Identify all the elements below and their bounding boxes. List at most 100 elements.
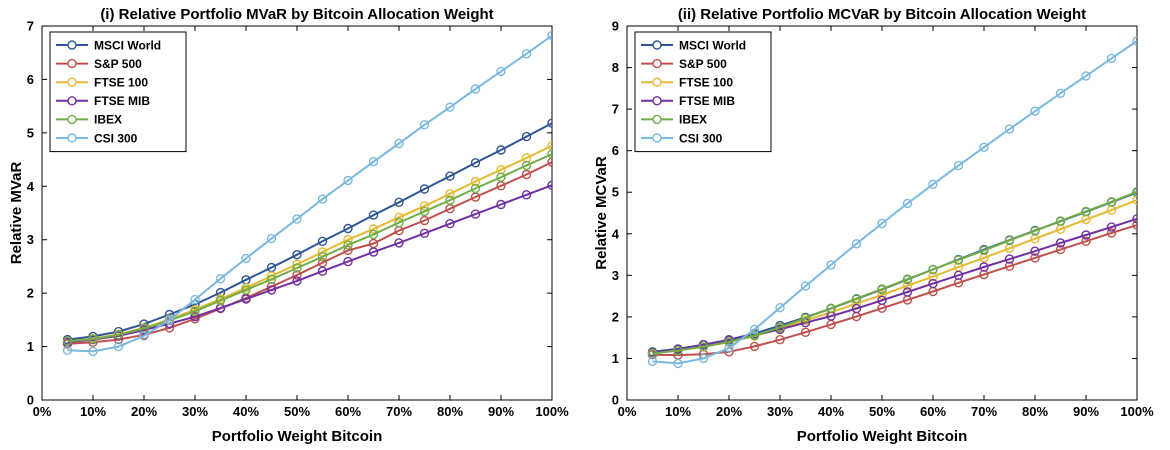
data-point-csi-300 [139, 331, 149, 341]
legend-label-ibex: IBEX [679, 113, 707, 127]
data-point-csi-300 [521, 49, 532, 59]
data-point-csi-300 [266, 233, 277, 244]
x-tick-label: 30% [767, 404, 793, 419]
data-point-ibex [394, 217, 404, 228]
x-tick-label: 10% [80, 404, 106, 419]
data-point-s-p-500 [1030, 253, 1040, 263]
data-point-ibex [698, 342, 709, 352]
data-point-msci-world [292, 249, 302, 260]
legend-label-ftse-100: FTSE 100 [94, 76, 148, 90]
data-point-csi-300 [953, 160, 964, 171]
x-tick-label: 40% [818, 404, 844, 419]
data-point-ibex [88, 334, 98, 344]
data-point-csi-300 [317, 194, 328, 204]
x-tick-label: 60% [335, 404, 361, 419]
data-point-s-p-500 [419, 215, 430, 226]
data-point-csi-300 [1106, 53, 1117, 64]
data-point-csi-300 [343, 175, 353, 186]
y-tick-label: 3 [27, 232, 34, 247]
y-tick-label: 1 [27, 339, 34, 354]
data-point-ibex [1106, 197, 1117, 207]
data-point-ibex [547, 149, 552, 159]
data-point-msci-world [496, 145, 506, 155]
y-tick-label: 4 [612, 226, 620, 241]
data-point-ibex [928, 264, 938, 275]
data-point-csi-300 [394, 138, 404, 149]
y-tick-label: 6 [27, 72, 34, 87]
data-point-ibex [1055, 216, 1066, 226]
x-tick-label: 90% [1073, 404, 1099, 419]
data-point-csi-300 [826, 260, 836, 270]
data-point-csi-300 [88, 346, 98, 357]
data-point-ibex [470, 183, 481, 194]
data-point-ibex [826, 303, 836, 313]
data-point-ibex [190, 306, 200, 316]
legend-marker-s-p-500 [67, 58, 77, 69]
data-point-ftse-mib [547, 180, 552, 190]
data-point-ibex [292, 263, 302, 273]
series-line-msci-world [652, 191, 1137, 353]
y-tick-label: 5 [612, 185, 619, 200]
data-point-ftse-mib [368, 247, 379, 257]
data-point-csi-300 [749, 324, 760, 335]
data-point-ibex [673, 345, 683, 356]
plot-area [647, 36, 1137, 369]
legend-label-msci-world: MSCI World [94, 38, 161, 52]
y-tick-label: 9 [612, 19, 619, 34]
legend-label-ibex: IBEX [94, 113, 122, 127]
y-axis-label: Relative MCVaR [593, 156, 610, 270]
data-point-ibex [496, 172, 506, 182]
legend-label-ftse-100: FTSE 100 [679, 76, 733, 90]
data-point-csi-300 [877, 218, 887, 229]
legend-marker-ftse-mib [67, 96, 77, 106]
y-tick-label: 4 [27, 179, 35, 194]
legend-label-ftse-mib: FTSE MIB [679, 94, 735, 108]
legend-label-csi-300: CSI 300 [94, 131, 138, 145]
data-point-ibex [1030, 226, 1040, 236]
data-point-ibex [1132, 187, 1137, 197]
y-tick-label: 3 [612, 268, 619, 283]
data-point-ibex [215, 295, 226, 306]
legend-marker-s-p-500 [652, 58, 662, 69]
x-tick-label: 70% [386, 404, 412, 419]
y-tick-label: 5 [27, 125, 34, 140]
data-point-ibex [953, 255, 964, 265]
data-point-ftse-mib [1106, 222, 1117, 232]
data-point-s-p-500 [292, 270, 302, 280]
legend-label-s-p-500: S&P 500 [679, 57, 727, 71]
data-point-csi-300 [241, 253, 251, 264]
data-point-csi-300 [800, 281, 811, 291]
x-axis-label: Portfolio Weight Bitcoin [212, 428, 383, 445]
data-point-ibex [979, 245, 989, 256]
data-point-ibex [445, 195, 455, 205]
x-tick-label: 100% [535, 404, 569, 419]
legend-label-s-p-500: S&P 500 [94, 57, 142, 71]
data-point-csi-300 [215, 274, 226, 284]
data-point-ftse-mib [317, 266, 328, 276]
data-point-ftse-mib [470, 209, 481, 219]
data-point-ftse-mib [445, 218, 455, 229]
data-point-s-p-500 [343, 245, 353, 256]
data-point-ftse-mib [241, 294, 251, 304]
data-point-s-p-500 [547, 157, 552, 167]
data-point-ibex [724, 337, 734, 347]
series-line-ftse-100 [67, 144, 552, 343]
y-tick-label: 0 [27, 393, 34, 408]
data-point-s-p-500 [1106, 228, 1117, 238]
data-point-msci-world [317, 236, 328, 247]
data-point-csi-300 [496, 66, 506, 77]
series-line-ibex [652, 190, 1137, 355]
data-point-ibex [521, 160, 532, 171]
series-line-csi-300 [652, 40, 1137, 365]
legend-marker-ftse-100 [652, 77, 662, 87]
data-point-msci-world [343, 223, 353, 234]
y-tick-label: 2 [27, 286, 34, 301]
data-point-s-p-500 [1132, 220, 1137, 230]
data-point-ftse-100 [547, 141, 552, 151]
data-point-ibex [113, 330, 124, 340]
data-point-ftse-100 [419, 201, 430, 211]
data-point-ftse-mib [266, 285, 277, 295]
data-point-ibex [419, 206, 430, 217]
data-point-csi-300 [1030, 106, 1040, 116]
